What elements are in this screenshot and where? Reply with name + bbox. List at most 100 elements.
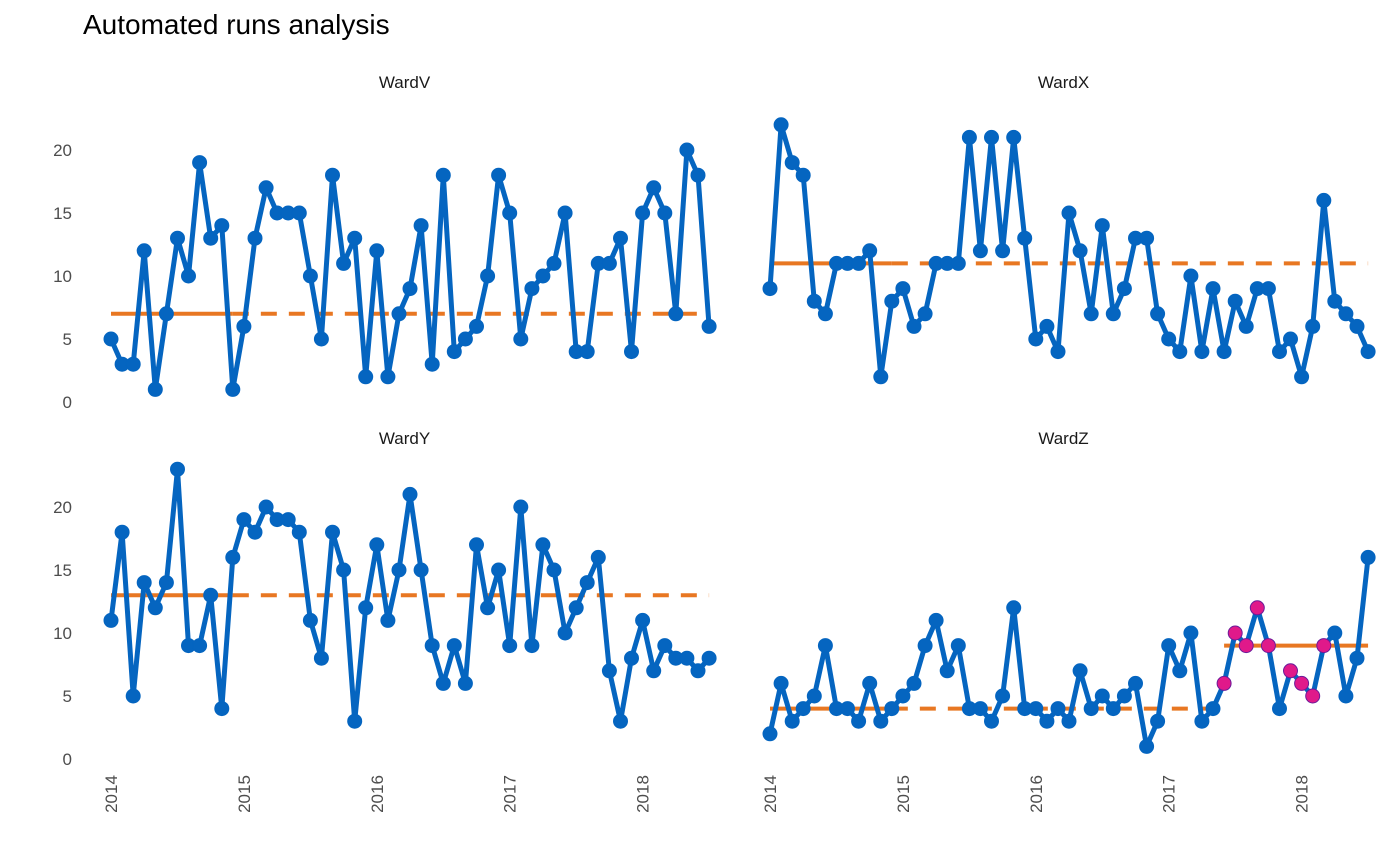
data-point [950, 638, 966, 654]
data-point [1183, 268, 1199, 284]
x-tick-label: 2016 [1027, 775, 1046, 813]
data-point [1327, 293, 1343, 309]
data-point [524, 638, 540, 654]
y-tick-label: 15 [53, 561, 72, 580]
data-point [884, 293, 900, 309]
data-point [624, 344, 639, 360]
data-point [203, 587, 219, 603]
data-point [668, 306, 684, 322]
data-point [795, 701, 811, 717]
data-point [657, 638, 673, 654]
data-point [579, 344, 595, 360]
data-point [635, 205, 651, 221]
data-point [457, 331, 473, 347]
data-point [679, 142, 695, 158]
data-point [762, 281, 778, 297]
data-point [513, 499, 529, 515]
data-point [1061, 205, 1077, 221]
panel-label-wardv: WardV [379, 73, 431, 92]
data-point [247, 230, 263, 246]
x-tick-label: 2017 [1160, 775, 1179, 813]
data-point [1161, 331, 1177, 347]
data-point [1116, 281, 1132, 297]
data-point [784, 155, 800, 171]
data-point [1183, 625, 1199, 641]
data-point [961, 129, 977, 145]
data-point [125, 356, 141, 372]
data-point [480, 268, 496, 284]
data-point [125, 688, 141, 704]
data-point [1006, 129, 1022, 145]
data-point [601, 663, 617, 679]
data-point [1150, 306, 1166, 322]
data-point [147, 381, 163, 397]
data-point [568, 600, 584, 616]
data-point [851, 255, 867, 271]
data-point [1260, 281, 1276, 297]
data-point [181, 268, 196, 284]
data-point [1072, 663, 1088, 679]
data-point [624, 650, 639, 666]
data-point [1105, 701, 1121, 717]
data-point [646, 180, 662, 196]
highlight-point [1216, 675, 1232, 691]
data-point [851, 713, 867, 729]
data-point [995, 688, 1011, 704]
data-point [158, 575, 174, 591]
data-point [325, 524, 340, 540]
data-point [1360, 344, 1376, 360]
data-point [784, 713, 800, 729]
data-point [557, 205, 573, 221]
data-point [225, 549, 241, 565]
data-point [369, 537, 385, 553]
data-point [939, 663, 955, 679]
data-point [391, 562, 407, 578]
data-point [1083, 701, 1099, 717]
data-point [1083, 306, 1099, 322]
data-point [402, 281, 418, 297]
highlight-point [1227, 625, 1243, 641]
highlight-point [1249, 600, 1265, 616]
data-point [158, 306, 174, 322]
data-point [690, 167, 706, 183]
data-point [413, 562, 429, 578]
data-point [646, 663, 662, 679]
data-point [906, 675, 922, 691]
data-point [972, 701, 988, 717]
data-point [236, 512, 252, 528]
data-point [613, 230, 628, 246]
data-point [806, 293, 822, 309]
data-point [873, 369, 889, 385]
data-point [424, 356, 440, 372]
data-point [535, 268, 551, 284]
panel-label-wardx: WardX [1038, 73, 1089, 92]
x-tick-label: 2014 [761, 775, 780, 813]
data-point [1105, 306, 1121, 322]
data-point [895, 281, 911, 297]
data-point [1039, 713, 1055, 729]
series-line-wardv [108, 147, 712, 392]
data-point [1094, 688, 1110, 704]
data-point [302, 268, 318, 284]
data-point [862, 675, 878, 691]
data-point [1172, 344, 1188, 360]
highlight-point [1238, 638, 1254, 654]
data-point [1039, 318, 1055, 334]
data-point [380, 612, 396, 628]
data-point [435, 167, 451, 183]
data-point [1349, 650, 1365, 666]
highlight-point [1305, 688, 1321, 704]
data-point [873, 713, 889, 729]
data-point [192, 638, 208, 654]
data-point [613, 713, 628, 729]
data-point [469, 318, 484, 334]
data-point [1139, 738, 1155, 754]
data-point [1338, 306, 1354, 322]
data-point [291, 205, 307, 221]
data-point [862, 243, 878, 259]
data-point [1205, 281, 1221, 297]
data-point [214, 701, 230, 717]
data-point [402, 486, 418, 502]
data-point [1283, 331, 1298, 347]
data-point [601, 255, 617, 271]
